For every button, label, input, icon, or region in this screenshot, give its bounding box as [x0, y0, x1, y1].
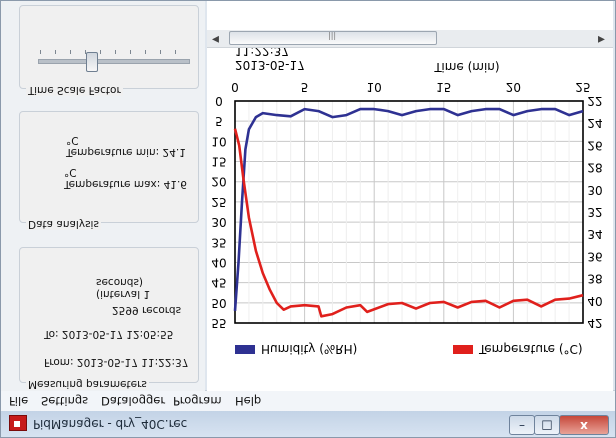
plot-frame	[234, 100, 584, 324]
time-scale-group: Time Scale Factor	[19, 5, 199, 96]
window-title: PidManager - dry_40C.rec	[33, 417, 188, 431]
y-right-tick-label-10: 42	[587, 316, 602, 330]
time-scale-title: Time Scale Factor	[26, 84, 123, 96]
y-right-tick-label-7: 36	[587, 249, 602, 263]
x-tick-label-2: 10	[367, 80, 382, 94]
app-logo-icon	[9, 415, 27, 431]
x-tick-label-4: 20	[506, 80, 521, 94]
legend-swatch-0	[235, 345, 255, 354]
y-right-tick-label-9: 40	[587, 294, 602, 308]
x-tick-label-0: 0	[231, 80, 239, 94]
legend-swatch-1	[453, 345, 473, 354]
y-right-tick-label-4: 30	[587, 183, 602, 197]
time-scale-slider[interactable]	[38, 59, 190, 64]
measure-interval: (interval 1 seconds)	[96, 276, 151, 300]
minimize-button[interactable]: –	[509, 415, 535, 435]
x-tick-label-5: 25	[575, 80, 590, 94]
y-left-tick-label-4: 20	[211, 175, 226, 189]
measuring-parameters-title: Measuring parameters	[26, 378, 149, 390]
measure-from: From: 2013-05-17 11:22:37	[44, 356, 189, 368]
y-right-tick-label-5: 32	[587, 205, 602, 219]
temperature-min: Temperature min: 24.1 °C	[66, 134, 186, 158]
y-right-tick-label-6: 34	[587, 227, 602, 241]
measure-records: 2599 records	[112, 304, 182, 316]
scroll-left-icon[interactable]: ◀	[212, 34, 219, 44]
y-right-tick-label-8: 38	[587, 272, 602, 286]
chart-date: 2013-05-17	[235, 58, 305, 72]
menu-bar: File Settings Datalogger Program Help	[1, 390, 615, 411]
title-bar[interactable]: PidManager - dry_40C.rec – □ x	[1, 411, 615, 437]
scroll-right-icon[interactable]: ▶	[598, 34, 605, 44]
menu-file[interactable]: File	[9, 394, 29, 408]
legend-label-1: Temperature (°C)	[478, 342, 583, 356]
y-left-tick-label-0: 0	[215, 94, 223, 108]
y-left-tick-label-7: 35	[211, 235, 226, 249]
y-left-tick-label-10: 50	[211, 296, 226, 310]
chart-svg: 0510152025303540455055222426283032343638…	[211, 48, 602, 356]
y-left-tick-label-8: 40	[211, 255, 226, 269]
series-line-0	[233, 107, 584, 311]
menu-help[interactable]: Help	[235, 394, 262, 408]
y-left-tick-label-11: 55	[211, 316, 226, 330]
time-scale-slider-thumb[interactable]	[85, 52, 98, 72]
x-axis-label: Time (min)	[433, 60, 499, 74]
measuring-parameters-group: Measuring parameters From: 2013-05-17 11…	[19, 247, 199, 390]
y-right-tick-label-0: 22	[587, 94, 602, 108]
y-right-tick-label-2: 26	[587, 138, 602, 152]
data-analysis-title: Data analysis	[26, 218, 101, 230]
y-left-tick-label-5: 25	[211, 195, 226, 209]
info-panel: Measuring parameters From: 2013-05-17 11…	[1, 1, 205, 391]
y-left-tick-label-2: 10	[211, 134, 226, 148]
y-left-tick-label-9: 45	[211, 276, 226, 290]
y-right-tick-label-3: 28	[587, 161, 602, 175]
x-tick-label-1: 5	[301, 80, 309, 94]
horizontal-scrollbar[interactable]: ◀ ||| ▶	[207, 30, 613, 48]
slider-ticks	[40, 50, 188, 54]
menu-settings[interactable]: Settings	[41, 394, 89, 408]
y-left-tick-label-3: 15	[211, 155, 226, 169]
measure-to: To: 2013-05-17 12:05:55	[44, 328, 174, 340]
maximize-button[interactable]: □	[534, 415, 560, 435]
y-right-tick-label-1: 24	[587, 116, 602, 130]
series-line-1	[233, 128, 584, 318]
close-button[interactable]: x	[559, 415, 609, 435]
menu-datalogger[interactable]: Datalogger	[101, 394, 166, 408]
y-left-tick-label-1: 5	[215, 114, 223, 128]
y-left-tick-label-6: 30	[211, 215, 226, 229]
scroll-thumb[interactable]: |||	[229, 31, 437, 45]
chart-time: 11:22:37	[235, 48, 289, 58]
temperature-max: Temperature max: 41.6 °C	[64, 166, 187, 190]
data-analysis-group: Data analysis Temperature max: 41.6 °C T…	[19, 111, 199, 230]
x-tick-label-3: 15	[436, 80, 451, 94]
grip-icon: |||	[328, 32, 337, 41]
menu-program[interactable]: Program	[173, 394, 222, 408]
legend-label-0: Humidity (%RH)	[261, 342, 357, 356]
